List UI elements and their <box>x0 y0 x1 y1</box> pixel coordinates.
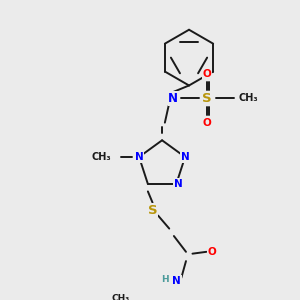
Text: S: S <box>202 92 211 105</box>
Text: N: N <box>181 152 189 162</box>
Text: CH₃: CH₃ <box>238 94 258 103</box>
Text: N: N <box>135 152 143 162</box>
Text: N: N <box>168 92 178 105</box>
Text: O: O <box>208 247 216 257</box>
Text: O: O <box>202 69 211 79</box>
Text: S: S <box>148 203 157 217</box>
Text: CH₃: CH₃ <box>112 295 130 300</box>
Text: N: N <box>174 179 182 189</box>
Text: CH₃: CH₃ <box>92 152 111 162</box>
Text: O: O <box>202 118 211 128</box>
Text: H: H <box>162 275 169 284</box>
Text: N: N <box>172 276 181 286</box>
